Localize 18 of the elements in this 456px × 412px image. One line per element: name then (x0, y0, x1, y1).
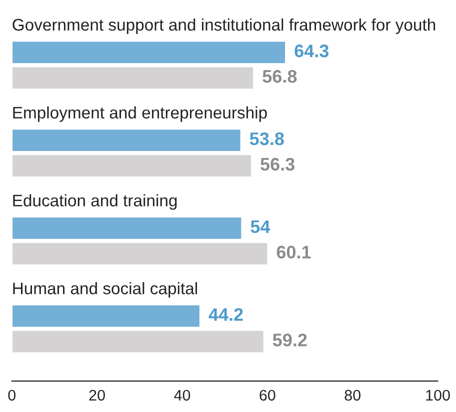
data-label: 44.2 (208, 308, 243, 321)
y-tick-label: Human and social capital (13, 282, 197, 298)
x-tick-label: 100 (426, 390, 450, 401)
data-label: 54 (250, 220, 270, 234)
y-tick-label: Employment and entrepreneurship (13, 106, 267, 122)
x-tick-label: 20 (89, 390, 105, 401)
x-tick-label: 60 (260, 390, 276, 401)
data-label: 56.8 (262, 70, 297, 83)
y-tick-label: Government support and institutional framework for youth (12, 18, 436, 34)
data-label: 56.3 (260, 158, 294, 171)
y-tick-label: Education and training (13, 194, 177, 210)
x-tick-label: 0 (8, 390, 16, 401)
x-tick-label: 40 (174, 390, 190, 401)
data-label: 59.2 (272, 334, 307, 346)
data-label: 53.8 (250, 132, 284, 146)
x-tick-label: 80 (344, 390, 360, 401)
data-label: 60.1 (276, 246, 311, 259)
data-label: 64.3 (294, 44, 329, 58)
